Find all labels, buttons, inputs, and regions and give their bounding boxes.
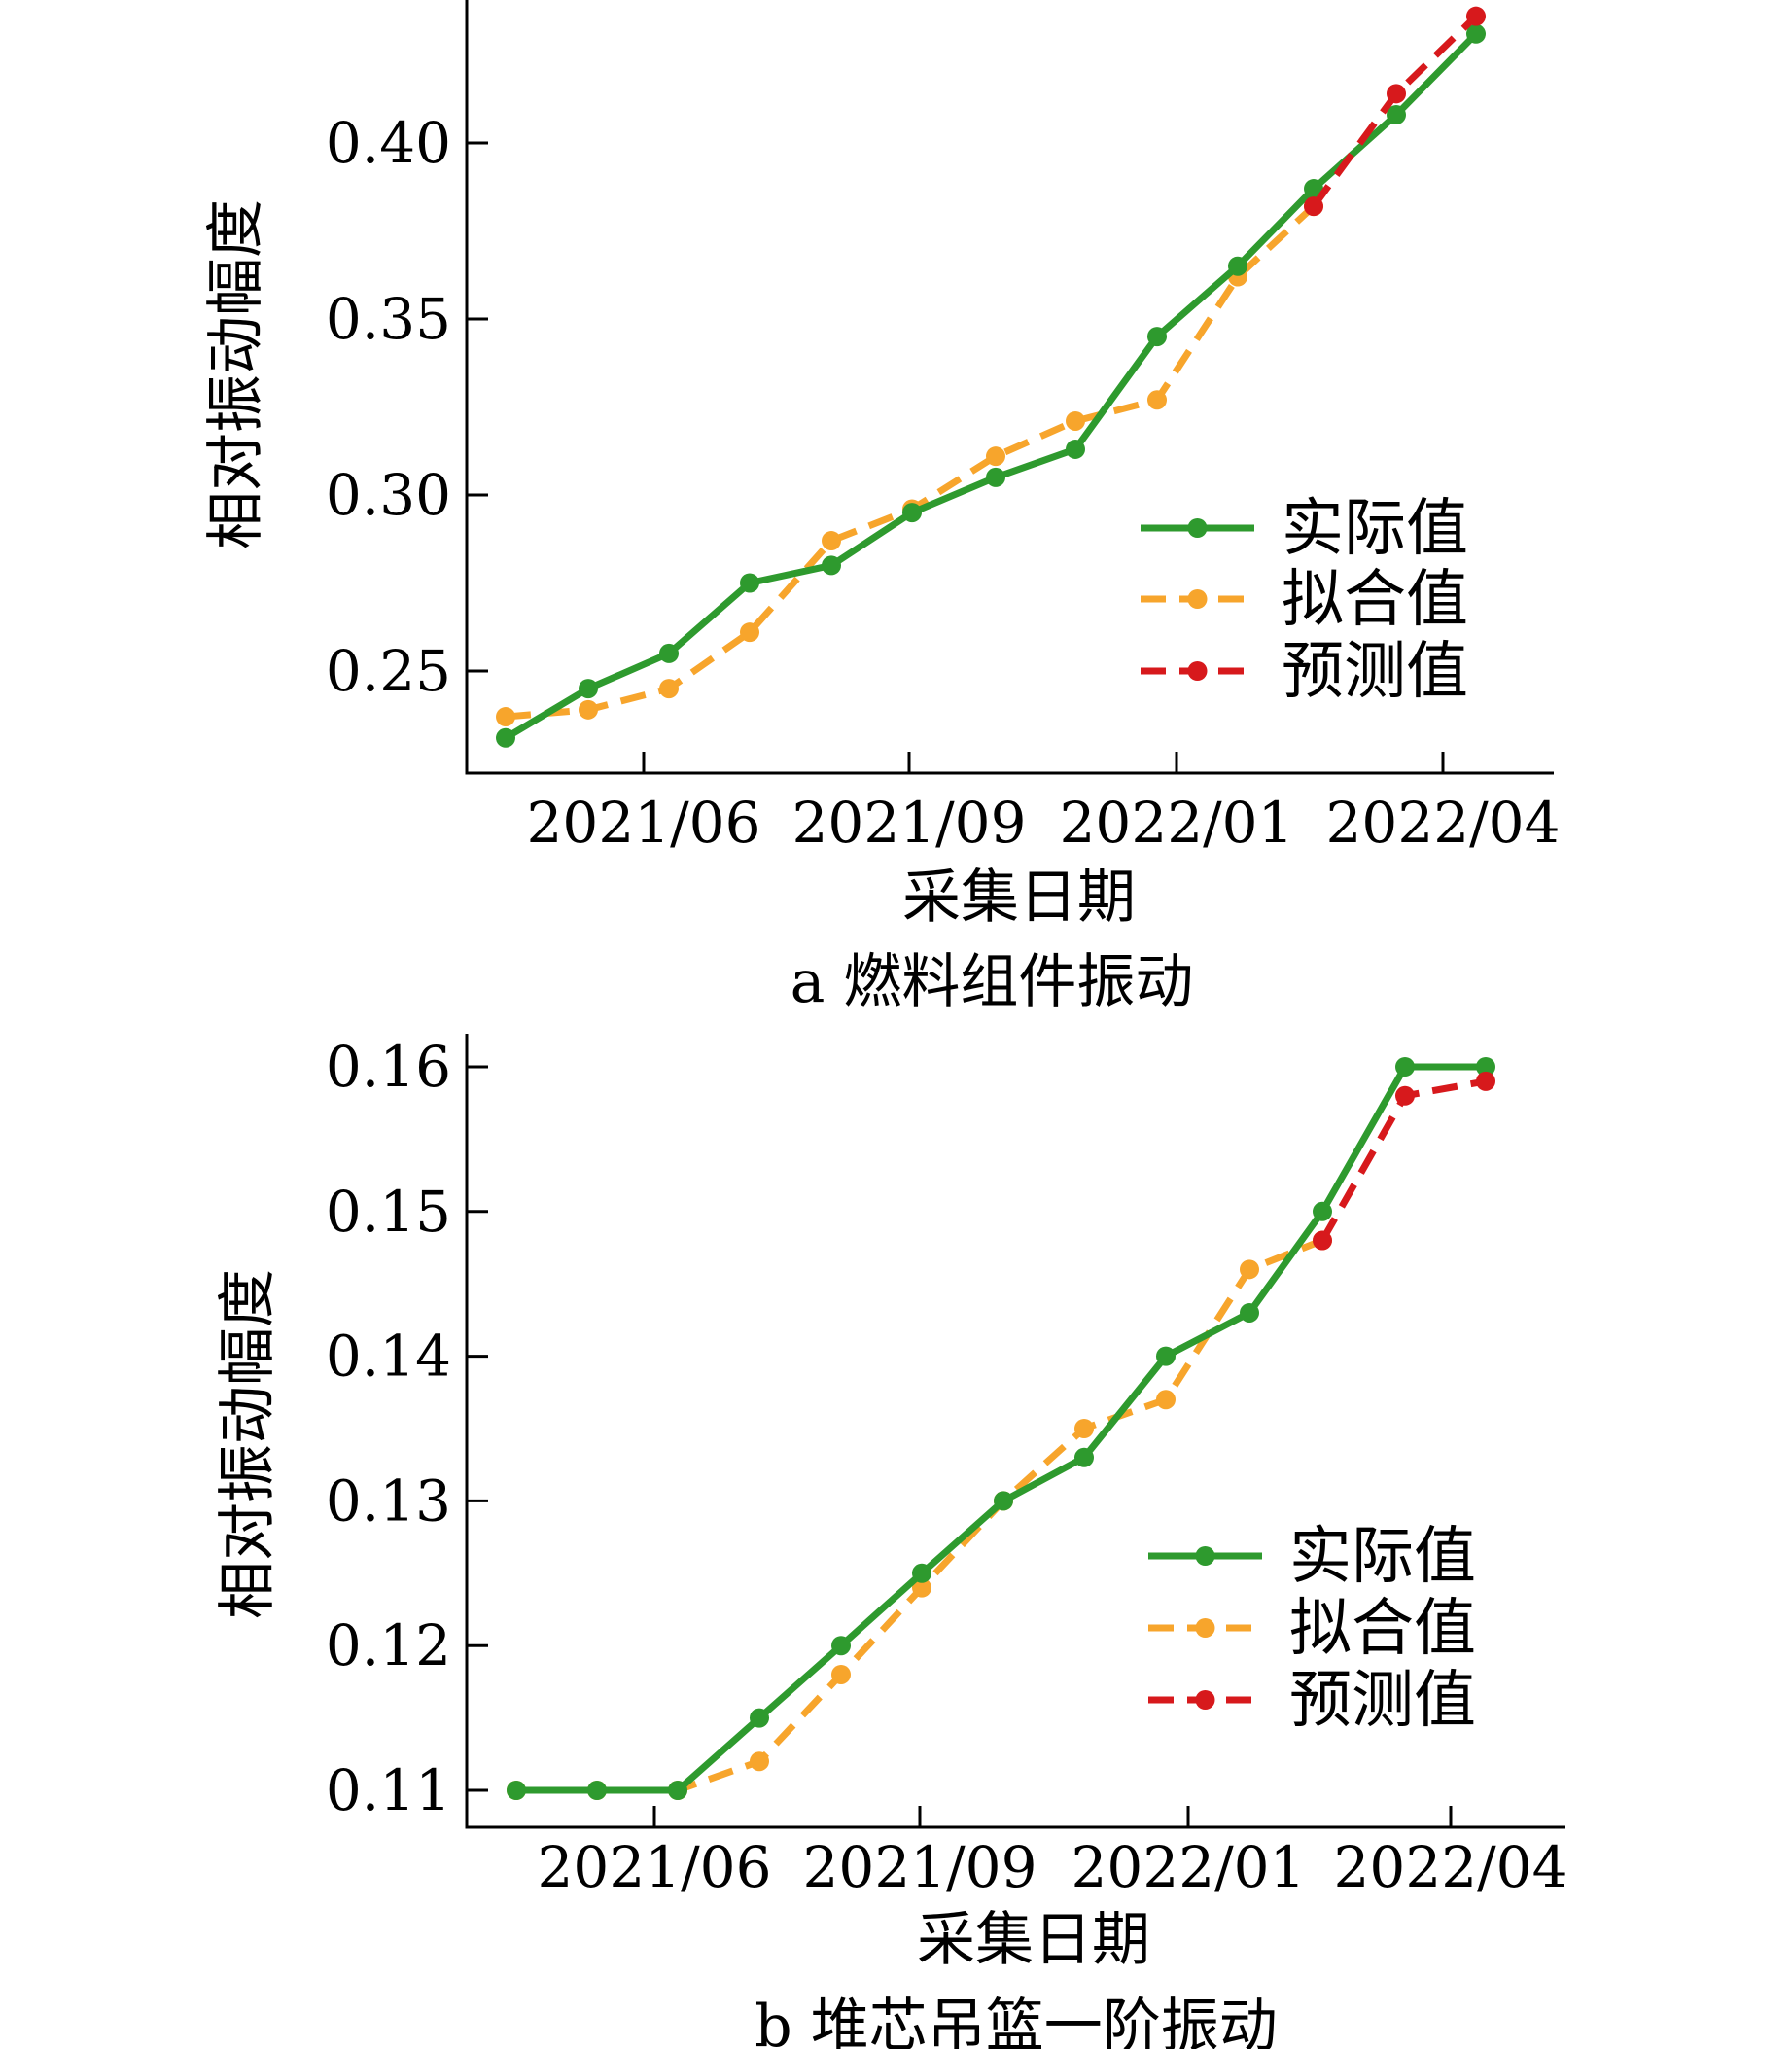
- y-tick-label: 0.16: [326, 1034, 451, 1100]
- data-point: [994, 1491, 1013, 1511]
- data-point: [986, 467, 1005, 487]
- chart-panel-b: 0.11 0.12 0.13 0.14 0.15 0.16 2021/06 2021/09 20…: [214, 1034, 1567, 2049]
- data-point: [579, 679, 598, 699]
- data-point: [1387, 84, 1406, 104]
- data-point: [1074, 1419, 1094, 1438]
- data-point: [1074, 1447, 1094, 1467]
- data-point: [1387, 105, 1406, 125]
- y-axis-label: 相对振动幅度: [202, 199, 270, 549]
- data-point: [1147, 390, 1167, 410]
- x-tick-label: 2022/04: [1326, 790, 1561, 856]
- data-point: [1395, 1057, 1415, 1077]
- legend-label: 拟合值: [1289, 1593, 1476, 1665]
- data-point: [1466, 6, 1486, 26]
- data-point: [1304, 196, 1323, 217]
- data-point: [822, 555, 841, 576]
- data-point: [1466, 23, 1486, 44]
- legend-label: 预测值: [1282, 636, 1468, 708]
- data-point: [668, 1781, 687, 1800]
- x-tick-label: 2022/04: [1334, 1834, 1568, 1900]
- x-axis-label: 采集日期: [917, 1906, 1150, 1974]
- data-point: [740, 573, 759, 593]
- y-axis-label: 相对振动幅度: [214, 1269, 282, 1619]
- series-line: [505, 203, 1317, 721]
- chart-caption: b 堆芯吊篮一阶振动: [755, 1993, 1277, 2049]
- legend-swatch-marker: [1187, 661, 1208, 681]
- x-tick-label: 2021/06: [527, 790, 761, 856]
- data-point: [1228, 256, 1247, 276]
- y-tick-label: 0.15: [326, 1179, 451, 1245]
- data-point: [902, 503, 922, 523]
- data-point: [587, 1781, 607, 1800]
- data-point: [507, 1781, 526, 1800]
- data-point: [822, 531, 841, 551]
- data-point: [1156, 1390, 1176, 1410]
- data-point: [1066, 410, 1085, 431]
- data-point: [750, 1751, 769, 1772]
- legend-label: 拟合值: [1282, 564, 1468, 636]
- data-point: [750, 1708, 769, 1728]
- data-point: [496, 707, 515, 727]
- data-point: [659, 679, 679, 699]
- x-tick-label: 2022/01: [1072, 1834, 1306, 1900]
- y-tick-label: 0.13: [326, 1467, 451, 1534]
- data-point: [1476, 1071, 1495, 1091]
- y-tick-label: 0.14: [326, 1324, 451, 1390]
- legend-label: 实际值: [1289, 1521, 1476, 1593]
- data-point: [1240, 1259, 1259, 1280]
- data-point: [912, 1563, 931, 1583]
- y-tick-label: 0.30: [326, 462, 451, 528]
- x-tick-label: 2021/06: [538, 1834, 772, 1900]
- legend-swatch-marker: [1187, 518, 1208, 538]
- data-point: [986, 446, 1005, 467]
- y-tick-label: 0.25: [326, 638, 451, 704]
- chart-caption: a 燃料组件振动: [791, 948, 1194, 1016]
- chart-panel-a: 0.25 0.30 0.35 0.40 2021/06 2021/09 2022/01 202…: [202, 0, 1560, 1016]
- data-point: [579, 699, 598, 720]
- legend-label: 预测值: [1289, 1665, 1476, 1737]
- x-tick-label: 2022/01: [1060, 790, 1294, 856]
- x-tick-label: 2021/09: [803, 1834, 1037, 1900]
- x-axis-label: 采集日期: [902, 864, 1136, 932]
- data-point: [1313, 1230, 1332, 1251]
- y-tick-label: 0.12: [326, 1612, 451, 1678]
- data-point: [659, 643, 679, 663]
- data-point: [740, 622, 759, 643]
- data-point: [1240, 1302, 1259, 1323]
- y-tick-label: 0.40: [326, 110, 451, 176]
- data-point: [496, 727, 515, 748]
- x-tick-label: 2021/09: [792, 790, 1027, 856]
- y-tick-label: 0.35: [326, 286, 451, 352]
- data-point: [1066, 439, 1085, 459]
- data-point: [831, 1664, 851, 1684]
- data-point: [831, 1636, 851, 1656]
- legend-swatch-marker: [1195, 1546, 1215, 1566]
- data-point: [912, 1577, 931, 1598]
- data-point: [1304, 179, 1323, 199]
- legend-swatch-marker: [1195, 1618, 1215, 1638]
- data-point: [1147, 327, 1167, 347]
- y-tick-label: 0.11: [326, 1757, 451, 1823]
- data-point: [1395, 1085, 1415, 1106]
- data-point: [1476, 1057, 1495, 1077]
- data-point: [1156, 1346, 1176, 1366]
- legend-swatch-marker: [1195, 1690, 1215, 1710]
- data-point: [1313, 1201, 1332, 1221]
- legend-swatch-marker: [1187, 589, 1208, 609]
- legend-label: 实际值: [1282, 493, 1468, 565]
